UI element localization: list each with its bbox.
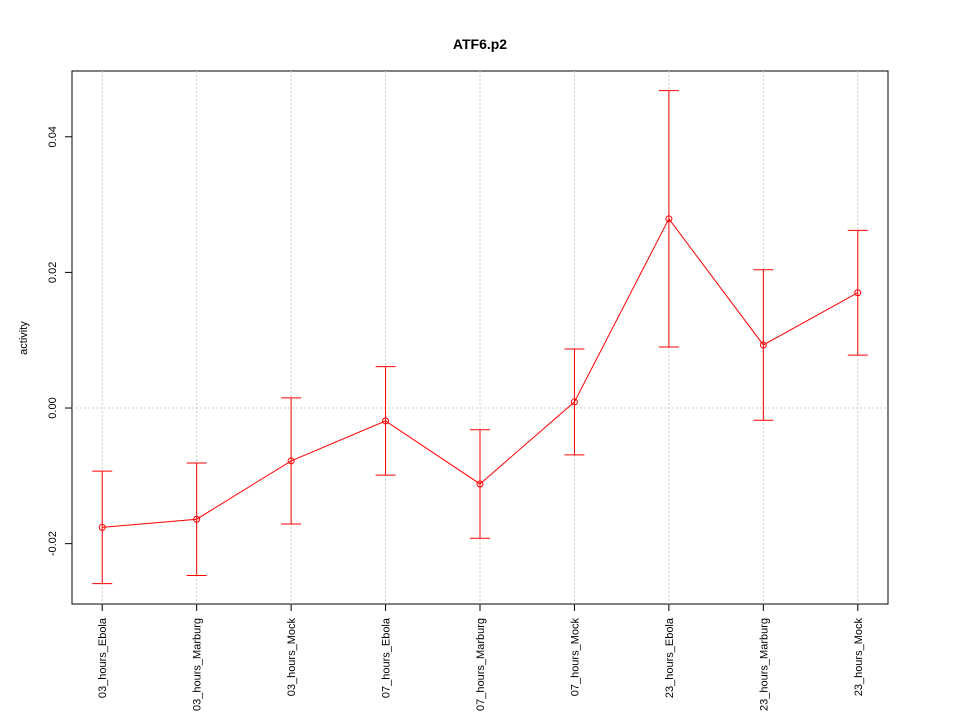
error-bar	[753, 269, 774, 421]
y-tick-label: 0.04	[47, 126, 59, 147]
x-tick-label: 07_hours_Ebola	[381, 617, 393, 698]
point	[476, 480, 484, 488]
x-tick-label: 07_hours_Marburg	[475, 618, 487, 711]
y-tick-label: 0.00	[47, 397, 59, 418]
chart-title: ATF6.p2	[453, 36, 507, 52]
error-bar	[658, 90, 679, 348]
y-axis-label: activity	[18, 321, 30, 355]
x-tick-label: 23_hours_Ebola	[664, 617, 676, 698]
point	[570, 398, 578, 406]
error-bar	[281, 397, 302, 525]
x-tick-label: 23_hours_Marburg	[758, 618, 770, 711]
x-tick-label: 07_hours_Mock	[569, 618, 581, 697]
point	[287, 457, 295, 465]
x-tick-label: 03_hours_Mock	[286, 618, 298, 697]
point	[854, 289, 862, 297]
error-bar	[186, 462, 207, 577]
x-tick-label: 23_hours_Mock	[853, 618, 865, 697]
error-bar	[564, 348, 585, 456]
error-bar	[375, 366, 396, 476]
y-tick-label: -0.02	[47, 531, 59, 556]
point	[98, 523, 106, 531]
error-bar	[847, 229, 868, 356]
point	[382, 417, 390, 425]
point	[665, 215, 673, 223]
error-bar	[470, 429, 490, 539]
point	[193, 515, 201, 523]
point	[759, 341, 767, 349]
y-tick-label: 0.02	[47, 262, 59, 283]
x-tick-label: 03_hours_Ebola	[97, 617, 109, 698]
error-bar	[92, 470, 113, 585]
x-tick-label: 03_hours_Marburg	[192, 618, 204, 711]
